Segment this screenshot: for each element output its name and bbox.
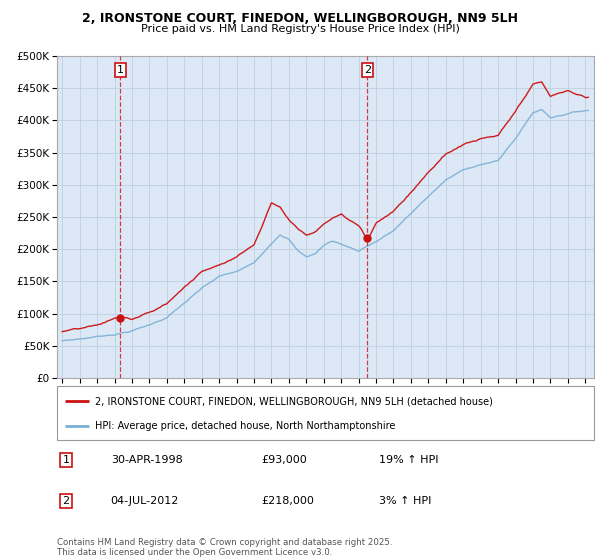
Text: £93,000: £93,000 (261, 455, 307, 465)
Text: 3% ↑ HPI: 3% ↑ HPI (379, 496, 431, 506)
Text: HPI: Average price, detached house, North Northamptonshire: HPI: Average price, detached house, Nort… (95, 421, 395, 431)
Text: 2: 2 (364, 66, 371, 76)
Text: 2, IRONSTONE COURT, FINEDON, WELLINGBOROUGH, NN9 5LH (detached house): 2, IRONSTONE COURT, FINEDON, WELLINGBORO… (95, 396, 493, 407)
FancyBboxPatch shape (57, 386, 594, 440)
Text: 30-APR-1998: 30-APR-1998 (111, 455, 182, 465)
Text: Price paid vs. HM Land Registry's House Price Index (HPI): Price paid vs. HM Land Registry's House … (140, 24, 460, 34)
Text: 1: 1 (117, 66, 124, 76)
Text: 2, IRONSTONE COURT, FINEDON, WELLINGBOROUGH, NN9 5LH: 2, IRONSTONE COURT, FINEDON, WELLINGBORO… (82, 12, 518, 25)
Text: Contains HM Land Registry data © Crown copyright and database right 2025.
This d: Contains HM Land Registry data © Crown c… (57, 538, 392, 557)
Text: 2: 2 (62, 496, 70, 506)
Text: 19% ↑ HPI: 19% ↑ HPI (379, 455, 439, 465)
Text: 04-JUL-2012: 04-JUL-2012 (111, 496, 179, 506)
Text: £218,000: £218,000 (261, 496, 314, 506)
Text: 1: 1 (62, 455, 70, 465)
